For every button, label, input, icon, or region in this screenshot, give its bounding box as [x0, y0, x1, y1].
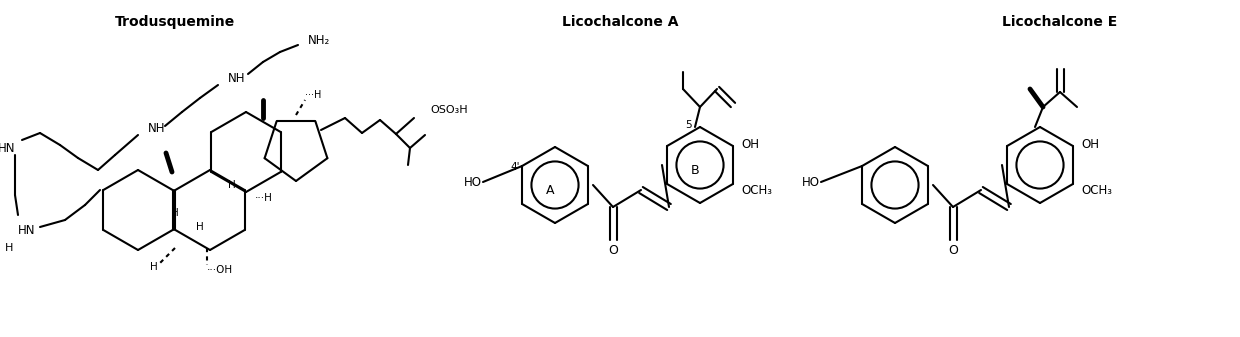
- Text: OH: OH: [742, 139, 759, 152]
- Text: HN: HN: [19, 223, 36, 237]
- Text: NH: NH: [228, 71, 246, 85]
- Text: ···H: ···H: [305, 90, 321, 100]
- Text: H: H: [5, 243, 14, 253]
- Text: NH₂: NH₂: [308, 33, 330, 47]
- Text: HO: HO: [464, 176, 482, 188]
- Text: HN: HN: [0, 142, 15, 154]
- Text: OCH₃: OCH₃: [742, 184, 773, 196]
- Text: O: O: [949, 245, 959, 257]
- Text: 4': 4': [510, 162, 520, 172]
- Text: OSO₃H: OSO₃H: [430, 105, 467, 115]
- Text: Licochalcone A: Licochalcone A: [562, 15, 678, 29]
- Text: B: B: [691, 163, 699, 177]
- Text: Trodusquemine: Trodusquemine: [115, 15, 236, 29]
- Text: HO: HO: [802, 176, 820, 188]
- Text: H: H: [196, 222, 203, 232]
- Text: OCH₃: OCH₃: [1081, 184, 1112, 196]
- Text: H: H: [228, 180, 236, 190]
- Text: A: A: [546, 184, 554, 196]
- Text: O: O: [608, 245, 618, 257]
- Text: Licochalcone E: Licochalcone E: [1002, 15, 1117, 29]
- Text: H: H: [150, 262, 157, 272]
- Text: NH: NH: [148, 122, 165, 134]
- Text: ···OH: ···OH: [207, 265, 233, 275]
- Text: ···H: ···H: [255, 193, 273, 203]
- Text: OH: OH: [1081, 139, 1099, 152]
- Text: 5: 5: [684, 120, 692, 130]
- Text: H: H: [171, 208, 179, 218]
